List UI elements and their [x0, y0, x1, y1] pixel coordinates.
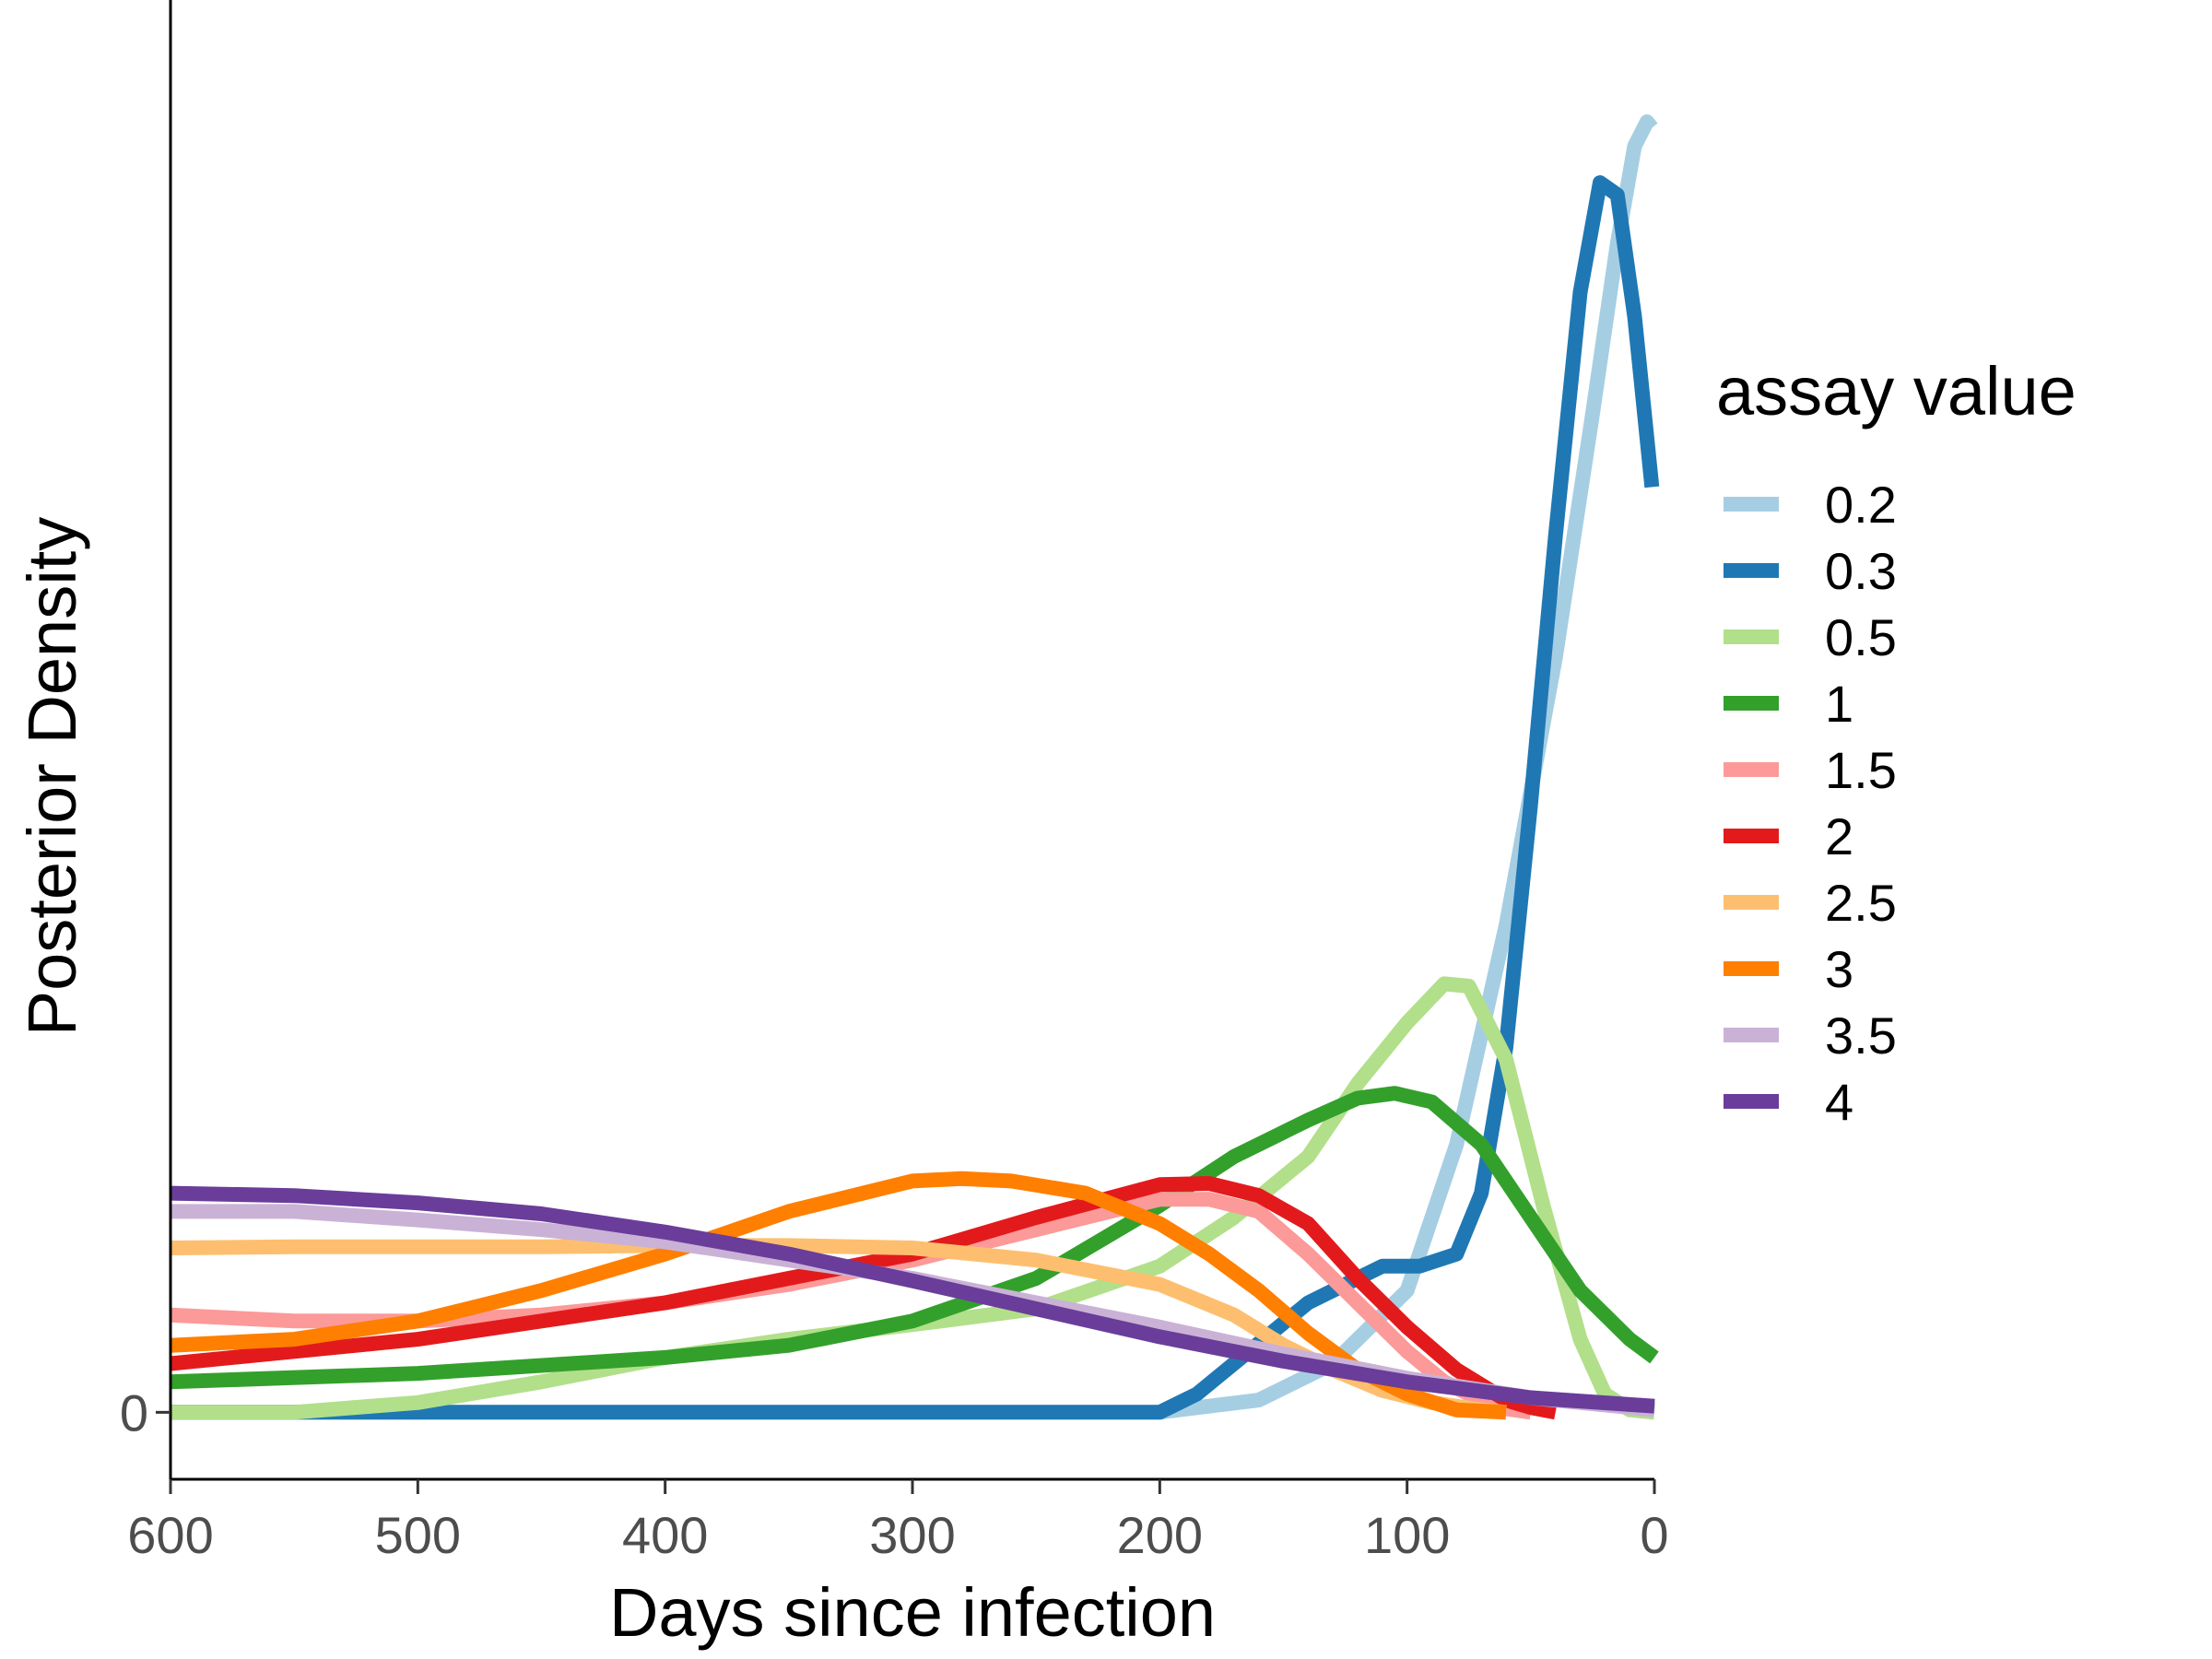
legend-label: 3	[1825, 940, 1853, 998]
legend: assay value 0.2 0.3 0.5 1 1.5 2 2.5 3 3.5 4	[1716, 353, 2077, 1131]
y-tick-label: 0	[120, 1383, 148, 1441]
legend-label: 0.3	[1825, 542, 1897, 600]
x-tick-label: 0	[1640, 1506, 1668, 1564]
legend-title: assay value	[1716, 353, 2077, 429]
x-tick-label: 400	[622, 1506, 708, 1564]
y-axis-title: Posterior Density	[14, 517, 90, 1036]
legend-label: 4	[1825, 1073, 1853, 1131]
x-tick-label: 100	[1364, 1506, 1450, 1564]
x-ticks: 600 500 400 300 200 100 0	[127, 1479, 1669, 1564]
plot-lines	[170, 114, 1660, 1420]
legend-label: 2.5	[1825, 874, 1897, 932]
legend-label: 1.5	[1825, 741, 1897, 799]
series-line-4	[170, 1185, 1655, 1414]
series-line-0.3	[171, 175, 1660, 1420]
legend-label: 1	[1825, 675, 1853, 733]
legend-label: 0.5	[1825, 608, 1897, 666]
series-line-1	[170, 1086, 1659, 1390]
legend-label: 2	[1825, 807, 1853, 865]
x-tick-label: 500	[375, 1506, 461, 1564]
legend-label: 3.5	[1825, 1006, 1897, 1065]
x-tick-label: 200	[1117, 1506, 1203, 1564]
x-tick-label: 600	[127, 1506, 213, 1564]
series-line-2	[170, 1176, 1558, 1420]
series-line-0.5	[171, 976, 1655, 1420]
legend-label: 0.2	[1825, 476, 1897, 534]
legend-items: 0.2 0.3 0.5 1 1.5 2 2.5 3 3.5 4	[1724, 476, 1897, 1131]
y-ticks: 0	[120, 1383, 171, 1441]
x-axis-title: Days since infection	[609, 1574, 1216, 1651]
x-tick-label: 300	[869, 1506, 955, 1564]
